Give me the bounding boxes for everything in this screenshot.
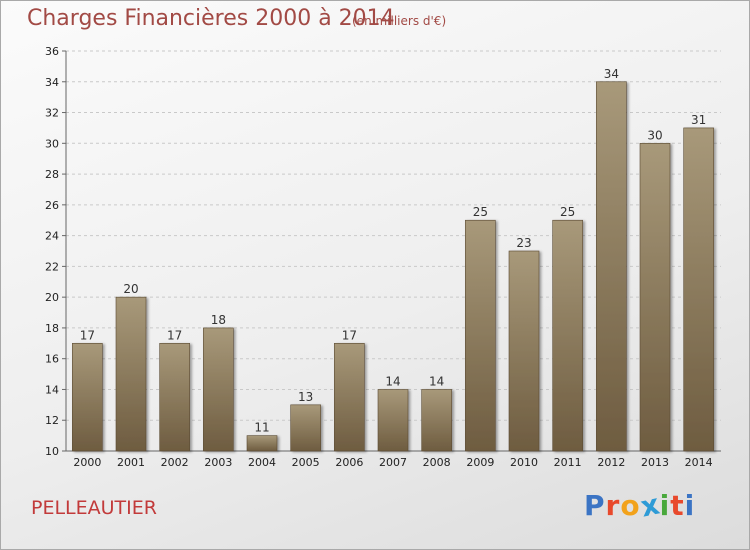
y-tick-label: 30 [45,137,59,150]
bar-2014[interactable] [683,127,714,452]
bar-2009[interactable] [465,219,496,452]
y-tick-label: 24 [45,230,59,243]
x-tick-label: 2002 [161,456,189,469]
y-tick-label: 22 [45,260,59,273]
data-label-2000: 17 [80,328,95,342]
logo-letter: r [605,489,621,522]
data-label-2005: 13 [298,390,313,404]
y-tick-label: 34 [45,76,59,89]
logo-letter: t [670,489,685,522]
data-label-2007: 14 [385,374,400,388]
x-tick-label: 2001 [117,456,145,469]
x-tick-label: 2004 [248,456,276,469]
data-label-2006: 17 [342,328,357,342]
x-tick-label: 2013 [641,456,669,469]
chart-title: Charges Financières 2000 à 2014 [27,6,395,31]
bar-2003[interactable] [203,327,234,452]
x-tick-label: 2008 [423,456,451,469]
data-label-2014: 31 [691,113,706,127]
y-tick-label: 32 [45,107,59,120]
x-tick-label: 2006 [335,456,363,469]
chart-subtitle: (en milliers d'€) [352,14,447,28]
bar-2006[interactable] [334,343,365,452]
bar-2013[interactable] [639,143,671,452]
commune-name: PELLEAUTIER [31,497,157,519]
bar-2004[interactable] [246,435,278,452]
bar-2011[interactable] [552,219,583,452]
proxiti-logo[interactable]: Proxiti [584,487,696,523]
logo-letter: i [659,489,671,522]
y-tick-label: 10 [45,445,59,458]
x-tick-label: 2014 [685,456,713,469]
x-tick-label: 2005 [292,456,320,469]
data-label-2004: 11 [254,421,269,435]
y-tick-label: 18 [45,322,59,335]
x-tick-label: 2007 [379,456,407,469]
data-label-2012: 34 [604,67,619,81]
data-label-2011: 25 [560,205,575,219]
data-label-2008: 14 [429,374,444,388]
data-label-2009: 25 [473,205,488,219]
x-tick-label: 2003 [204,456,232,469]
y-tick-label: 28 [45,168,59,181]
x-tick-label: 2009 [466,456,494,469]
logo-letter: o [620,489,641,522]
x-tick-label: 2000 [73,456,101,469]
data-label-2003: 18 [211,313,226,327]
x-tick-label: 2010 [510,456,538,469]
bar-2002[interactable] [159,343,190,452]
x-tick-label: 2012 [597,456,625,469]
y-tick-label: 20 [45,291,59,304]
bar-2012[interactable] [596,81,627,452]
y-tick-label: 36 [45,45,59,58]
y-tick-label: 12 [45,414,59,427]
logo-letter: P [584,489,606,522]
bar-2010[interactable] [508,250,540,452]
y-tick-label: 26 [45,199,59,212]
bar-2007[interactable] [377,389,409,452]
logo-letter: i [684,489,696,522]
bar-2005[interactable] [290,404,321,452]
data-label-2001: 20 [123,282,138,296]
bar-2008[interactable] [421,389,452,452]
bar-2000[interactable] [72,343,103,452]
y-tick-label: 14 [45,383,59,396]
bar-2001[interactable] [115,296,147,452]
x-tick-label: 2011 [554,456,582,469]
data-label-2002: 17 [167,328,182,342]
data-label-2010: 23 [516,236,531,250]
data-label-2013: 30 [647,128,662,142]
y-tick-label: 16 [45,353,59,366]
